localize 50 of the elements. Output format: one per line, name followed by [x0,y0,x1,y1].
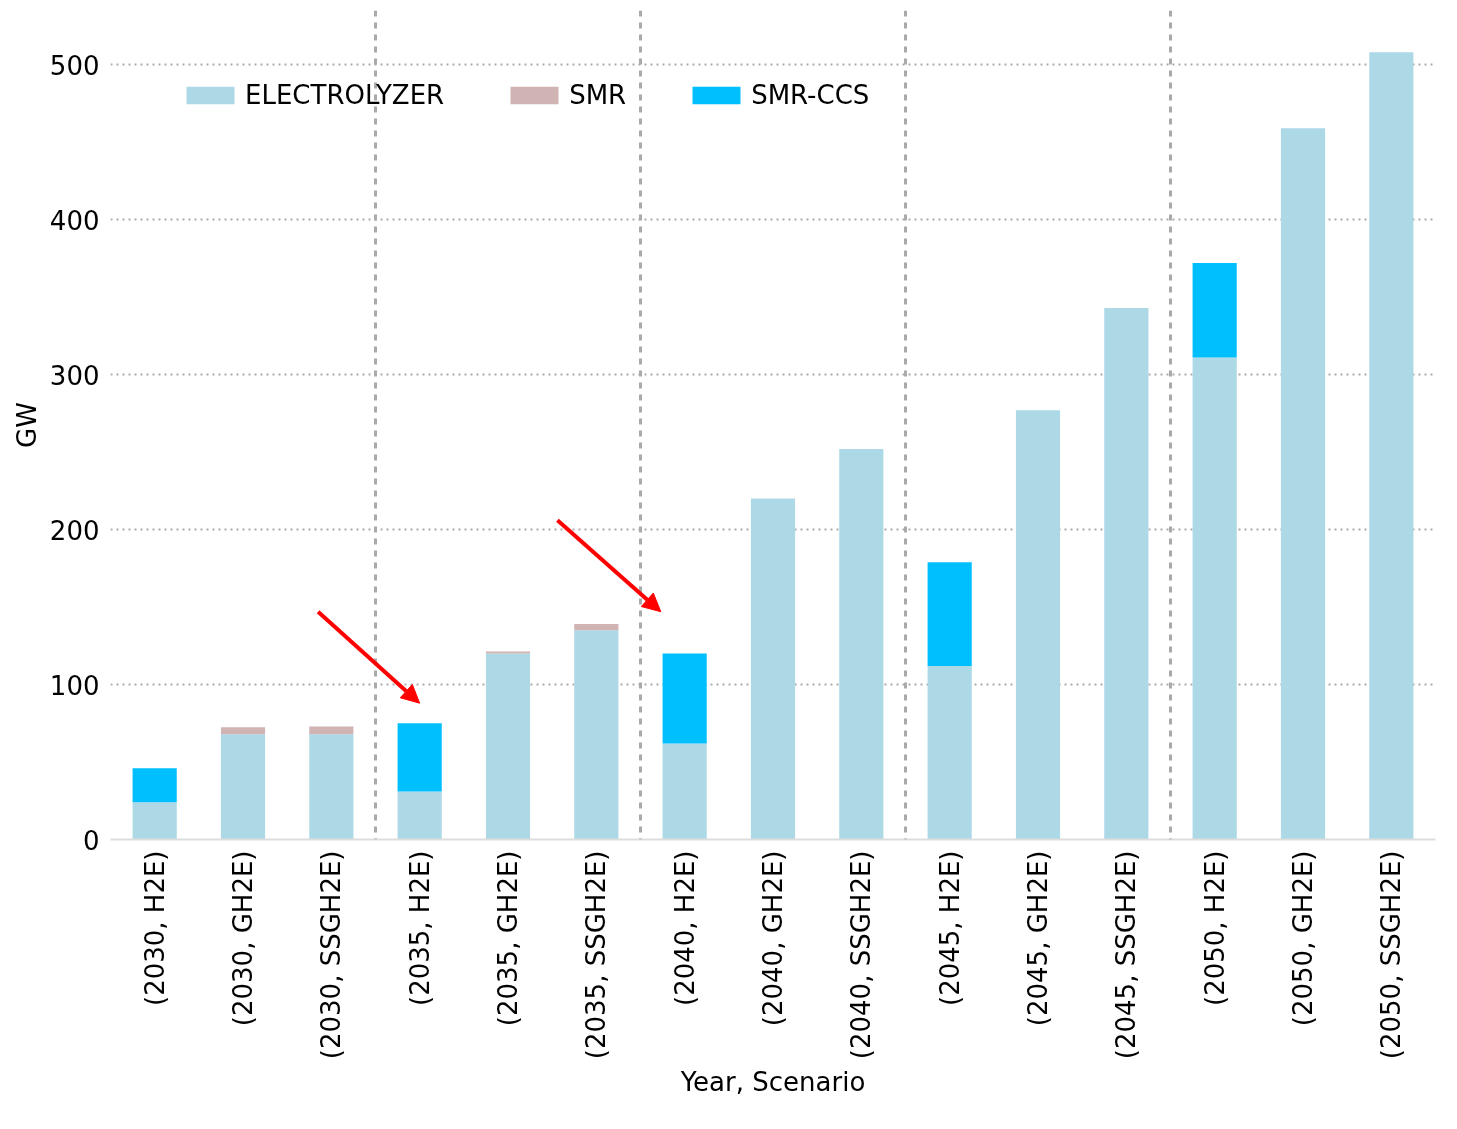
bar [927,665,972,840]
y-axis-title: GW [11,402,42,448]
x-tick-label: (2040, GH2E) [758,850,788,1027]
bar [662,743,707,840]
bar [220,727,266,735]
bar [1280,128,1326,840]
bar [1104,308,1149,840]
x-tick-label: (2030, GH2E) [228,850,258,1027]
bar [1192,263,1237,358]
y-tick-label: 200 [49,515,100,546]
bar [309,734,354,840]
x-tick-label: (2050, H2E) [1199,850,1230,1006]
bar [662,653,707,744]
bar [132,768,177,803]
y-tick-label: 300 [49,360,100,391]
bar [309,726,354,735]
y-tick-label: 500 [49,50,100,81]
x-tick-label: (2035, H2E) [404,850,435,1006]
bar [397,723,442,792]
bar [132,802,177,840]
bar [485,653,531,840]
legend-label: SMR [569,80,627,110]
bar [574,624,619,631]
legend-label: SMR-CCS [751,80,870,110]
x-tick-label: (2030, SSGH2E) [316,850,347,1060]
x-tick-label: (2030, H2E) [139,850,170,1006]
x-tick-label: (2045, SSGH2E) [1111,850,1142,1060]
x-tick-label: (2035, SSGH2E) [581,850,612,1060]
bar [1369,52,1414,840]
bar [839,449,884,840]
y-tick-label: 100 [49,670,100,701]
x-tick-label: (2045, GH2E) [1023,850,1053,1027]
y-tick-label: 0 [82,825,100,856]
x-tick-label: (2045, H2E) [934,850,965,1006]
x-tick-label: (2040, SSGH2E) [846,850,877,1060]
bar [1015,410,1061,840]
legend-label: ELECTROLYZER [245,80,445,110]
x-tick-label: (2035, GH2E) [493,850,523,1027]
x-tick-label: (2040, H2E) [669,850,700,1006]
bar [927,562,972,666]
bar [397,791,442,840]
x-tick-label: (2050, GH2E) [1288,850,1318,1027]
x-tick-label: (2050, SSGH2E) [1376,850,1407,1060]
x-axis-title: Year, Scenario [679,1067,866,1098]
bar [750,498,796,840]
bar [220,734,266,840]
y-tick-label: 400 [49,205,100,236]
bar [1192,357,1237,840]
bar [574,630,619,840]
bar [485,651,531,654]
